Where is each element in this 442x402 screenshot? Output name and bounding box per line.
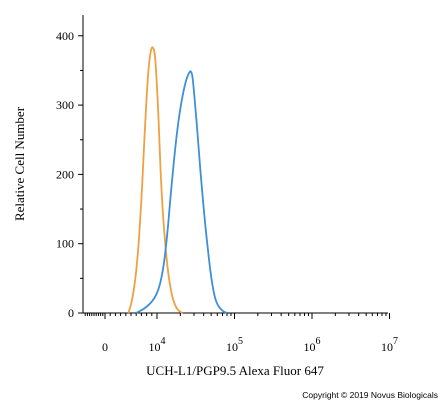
- x-tick-label: 0: [102, 340, 108, 354]
- x-axis-label: UCH-L1/PGP9.5 Alexa Fluor 647: [146, 363, 324, 378]
- x-ticks: 0 104 105 106 107: [84, 313, 398, 354]
- x-tick-label: 104: [149, 336, 166, 354]
- y-ticks: 0 100 200 300 400: [56, 29, 83, 320]
- histogram-curves: [127, 46, 228, 314]
- y-tick-label: 100: [56, 237, 74, 251]
- y-tick-label: 400: [56, 29, 74, 43]
- x-tick-label: 105: [226, 336, 243, 354]
- y-tick-label: 200: [56, 167, 74, 181]
- y-tick-label: 0: [68, 306, 74, 320]
- y-axis-label: Relative Cell Number: [12, 106, 27, 221]
- x-tick-label: 107: [381, 336, 398, 354]
- axes: [82, 15, 388, 314]
- histogram-series-2: [135, 70, 228, 314]
- x-tick-label: 106: [304, 336, 321, 354]
- y-tick-label: 300: [56, 98, 74, 112]
- histogram-series-1: [127, 46, 184, 314]
- copyright-text: Copyright © 2019 Novus Biologicals: [302, 390, 438, 400]
